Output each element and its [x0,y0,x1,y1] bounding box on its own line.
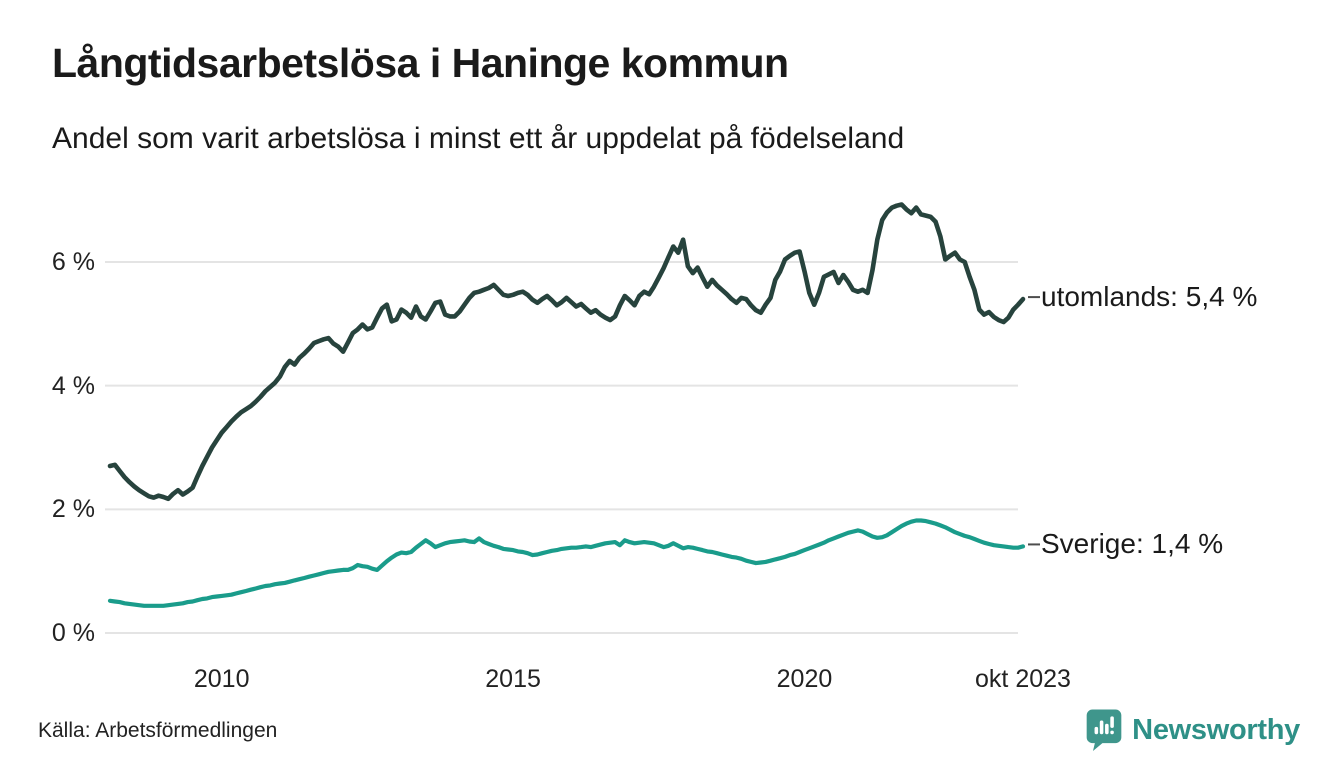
series-line-utomlands [107,202,1026,502]
y-tick-label: 0 % [51,619,95,647]
x-tick-label: 2020 [776,665,833,693]
y-tick-label: 2 % [51,495,95,524]
x-tick-label: 2010 [193,665,250,693]
source-note: Källa: Arbetsförmedlingen [38,719,278,742]
newsworthy-logo-icon [1086,709,1122,751]
x-tick-label: 2015 [485,665,541,693]
series-label-sverige: Sverige: 1,4 % [1041,528,1224,560]
newsworthy-logo: Newsworthy [1086,708,1300,752]
x-tick-label: okt 2023 [975,665,1071,693]
series-line-sverige [107,518,1026,608]
y-tick-label: 6 % [51,248,95,276]
chart-subtitle: Andel som varit arbetslösa i minst ett å… [52,122,905,155]
y-tick-label: 4 % [51,371,95,400]
series-label-utomlands: utomlands: 5,4 % [1041,281,1258,313]
newsworthy-logo-text: Newsworthy [1132,713,1300,746]
page-title: Långtidsarbetslösa i Haninge kommun [52,40,789,86]
